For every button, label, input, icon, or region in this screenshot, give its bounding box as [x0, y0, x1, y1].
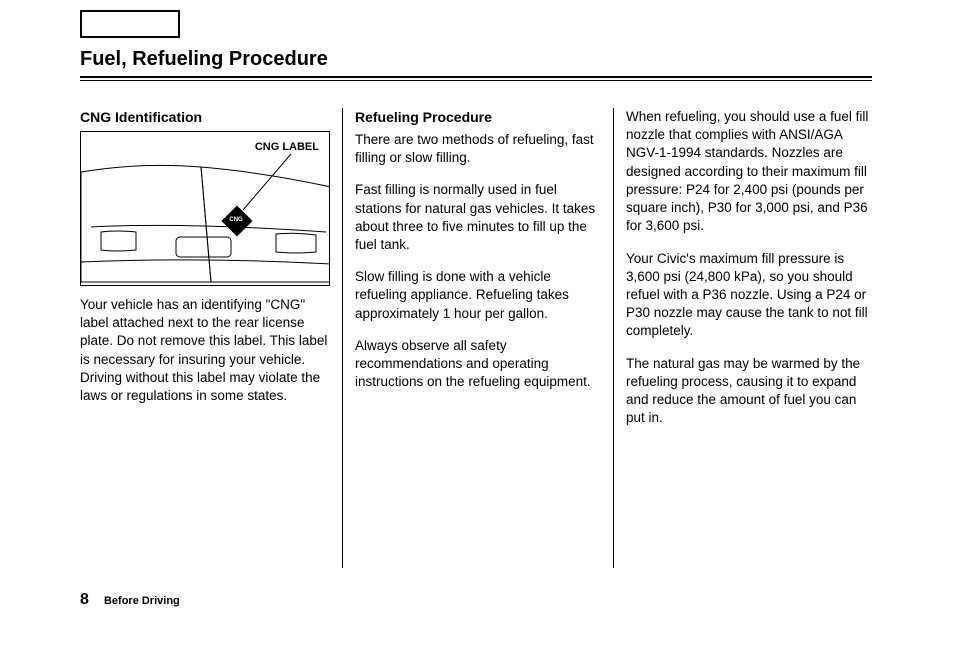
cng-figure: CNG LABEL — [80, 131, 330, 286]
column-3: When refueling, you should use a fuel fi… — [614, 108, 872, 568]
column-2: Refueling Procedure There are two method… — [343, 108, 613, 568]
col2-p1: There are two methods of refueling, fast… — [355, 131, 601, 167]
header-tab-box — [80, 10, 180, 38]
col2-p2: Fast filling is normally used in fuel st… — [355, 181, 601, 254]
title-rule-thin — [80, 80, 872, 81]
column-1: CNG Identification CNG LABEL Your — [80, 108, 342, 568]
col3-p2: Your Civic's maximum fill pressure is 3,… — [626, 250, 872, 341]
col1-heading: CNG Identification — [80, 108, 330, 127]
col1-p1: Your vehicle has an identifying "CNG" la… — [80, 296, 330, 405]
col3-p1: When refueling, you should use a fuel fi… — [626, 108, 872, 236]
figure-svg — [81, 132, 330, 286]
title-rule-thick — [80, 76, 872, 78]
content-columns: CNG Identification CNG LABEL Your — [80, 108, 872, 568]
page-footer: 8 Before Driving — [80, 591, 180, 609]
page-number: 8 — [80, 591, 89, 608]
page-title: Fuel, Refueling Procedure — [80, 48, 328, 71]
col3-p3: The natural gas may be warmed by the ref… — [626, 355, 872, 428]
col2-p4: Always observe all safety recommendation… — [355, 337, 601, 392]
col2-heading: Refueling Procedure — [355, 108, 601, 127]
section-label: Before Driving — [104, 595, 180, 607]
col2-p3: Slow filling is done with a vehicle refu… — [355, 268, 601, 323]
